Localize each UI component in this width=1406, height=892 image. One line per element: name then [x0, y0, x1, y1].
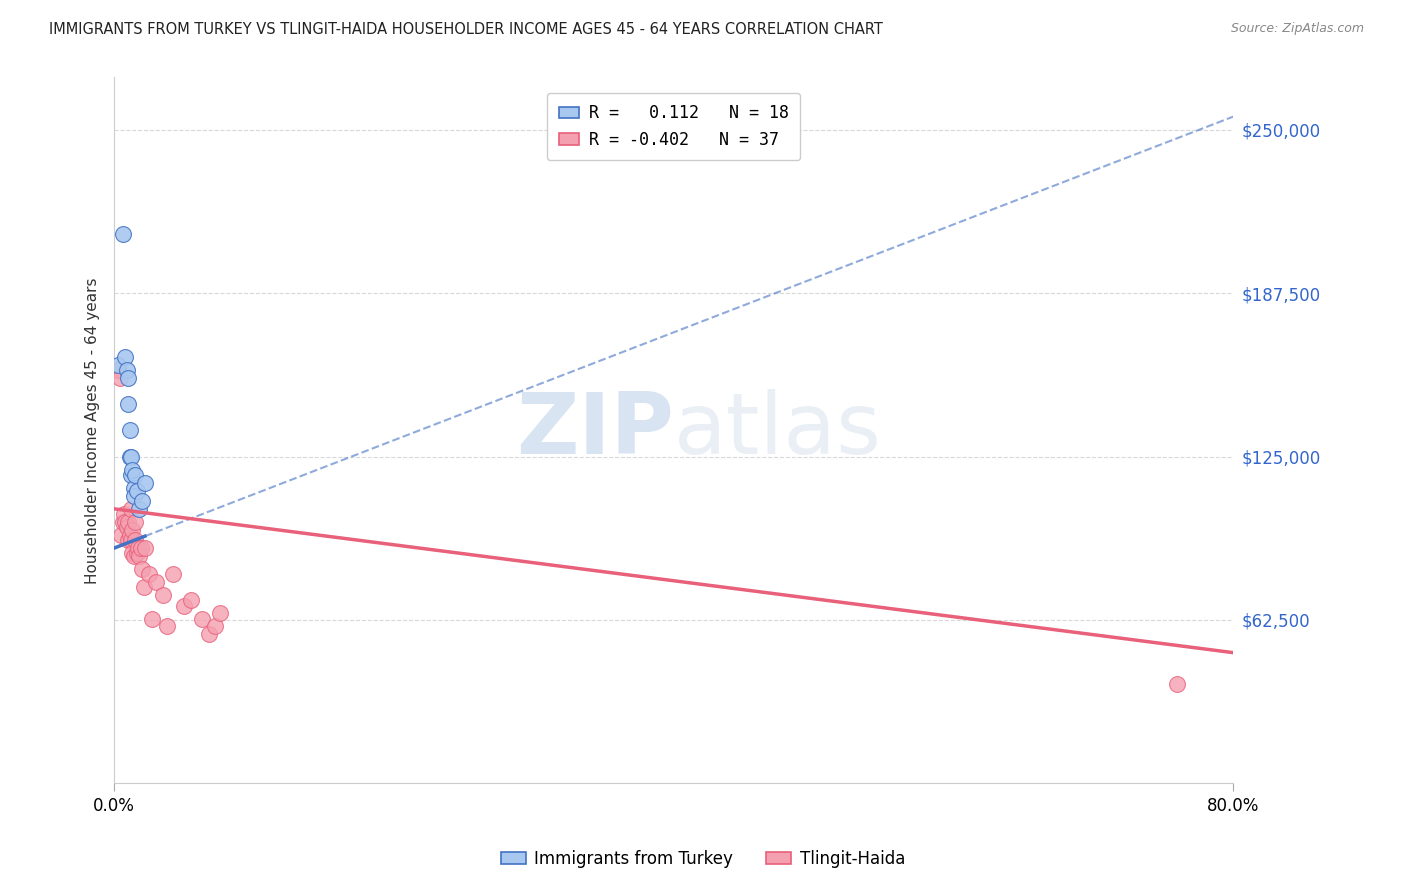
- Point: [127, 541, 149, 555]
- Text: ZIP: ZIP: [516, 389, 673, 472]
- Point: [108, 371, 131, 385]
- Point: [124, 533, 146, 548]
- Point: [209, 607, 232, 621]
- Point: [117, 397, 139, 411]
- Point: [125, 483, 148, 498]
- Point: [111, 515, 134, 529]
- Point: [114, 515, 136, 529]
- Point: [122, 489, 145, 503]
- Point: [128, 549, 150, 563]
- Y-axis label: Householder Income Ages 45 - 64 years: Householder Income Ages 45 - 64 years: [86, 277, 100, 583]
- Point: [114, 350, 136, 364]
- Point: [121, 462, 143, 476]
- Point: [132, 580, 155, 594]
- Point: [120, 533, 142, 548]
- Point: [118, 450, 141, 464]
- Point: [141, 612, 163, 626]
- Point: [191, 612, 214, 626]
- Point: [118, 424, 141, 438]
- Point: [131, 494, 153, 508]
- Point: [115, 520, 138, 534]
- Point: [156, 619, 179, 633]
- Point: [204, 619, 226, 633]
- Point: [120, 450, 142, 464]
- Point: [115, 363, 138, 377]
- Point: [145, 575, 167, 590]
- Point: [124, 515, 146, 529]
- Point: [107, 363, 129, 377]
- Point: [122, 481, 145, 495]
- Point: [173, 599, 195, 613]
- Point: [138, 567, 160, 582]
- Point: [120, 501, 142, 516]
- Point: [1166, 677, 1188, 691]
- Text: Source: ZipAtlas.com: Source: ZipAtlas.com: [1230, 22, 1364, 36]
- Legend: Immigrants from Turkey, Tlingit-Haida: Immigrants from Turkey, Tlingit-Haida: [494, 844, 912, 875]
- Point: [125, 546, 148, 560]
- Point: [129, 541, 152, 555]
- Point: [117, 371, 139, 385]
- Point: [131, 562, 153, 576]
- Point: [117, 533, 139, 548]
- Point: [111, 227, 134, 242]
- Point: [198, 627, 221, 641]
- Text: atlas: atlas: [673, 389, 882, 472]
- Point: [117, 515, 139, 529]
- Point: [180, 593, 202, 607]
- Point: [128, 501, 150, 516]
- Point: [134, 541, 156, 555]
- Point: [152, 588, 174, 602]
- Point: [110, 528, 132, 542]
- Legend: R =   0.112   N = 18, R = -0.402   N = 37: R = 0.112 N = 18, R = -0.402 N = 37: [547, 93, 800, 161]
- Point: [122, 549, 145, 563]
- Point: [134, 475, 156, 490]
- Point: [121, 546, 143, 560]
- Point: [120, 467, 142, 482]
- Point: [162, 567, 184, 582]
- Point: [124, 467, 146, 482]
- Point: [112, 507, 135, 521]
- Point: [121, 523, 143, 537]
- Text: IMMIGRANTS FROM TURKEY VS TLINGIT-HAIDA HOUSEHOLDER INCOME AGES 45 - 64 YEARS CO: IMMIGRANTS FROM TURKEY VS TLINGIT-HAIDA …: [49, 22, 883, 37]
- Point: [107, 358, 129, 372]
- Point: [118, 528, 141, 542]
